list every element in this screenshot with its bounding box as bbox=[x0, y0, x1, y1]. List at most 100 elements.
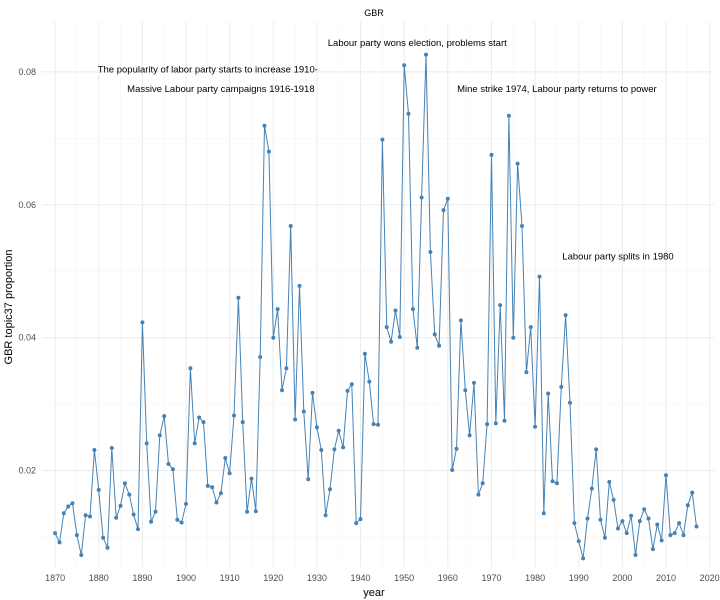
data-point bbox=[310, 390, 315, 395]
data-point bbox=[358, 517, 363, 522]
data-point bbox=[262, 123, 267, 128]
x-tick-label: 1960 bbox=[438, 573, 458, 583]
data-point bbox=[83, 513, 88, 518]
data-point bbox=[424, 52, 428, 57]
y-tick-label: 0.08 bbox=[18, 67, 36, 77]
data-point bbox=[485, 422, 490, 427]
data-point bbox=[502, 418, 507, 423]
data-point bbox=[328, 487, 332, 492]
data-point bbox=[166, 462, 171, 466]
data-point bbox=[537, 274, 542, 279]
data-point bbox=[362, 351, 367, 356]
data-point bbox=[101, 535, 106, 540]
annotation-label: Mine strike 1974, Labour party returns t… bbox=[457, 84, 657, 95]
data-point bbox=[441, 208, 446, 213]
data-point bbox=[406, 111, 411, 116]
data-point bbox=[467, 433, 472, 438]
data-point bbox=[367, 379, 372, 384]
data-point bbox=[149, 519, 154, 524]
data-point bbox=[275, 307, 280, 312]
data-point bbox=[118, 503, 123, 508]
data-point bbox=[454, 446, 459, 451]
data-point bbox=[668, 533, 673, 538]
tick-labels: 1870 1880 1890 1900 1910 1920 1930 1940 1950 1960… bbox=[18, 67, 719, 583]
data-point bbox=[629, 513, 634, 518]
data-point bbox=[533, 424, 538, 429]
data-point bbox=[393, 308, 398, 313]
data-point bbox=[524, 370, 529, 375]
data-point bbox=[332, 447, 337, 452]
data-point bbox=[105, 545, 110, 550]
data-point bbox=[114, 515, 119, 520]
data-point bbox=[681, 533, 686, 538]
data-point bbox=[402, 63, 407, 68]
x-tick-label: 1900 bbox=[176, 573, 196, 583]
annotations: Labour party wons election, problems sta… bbox=[98, 38, 674, 262]
data-point bbox=[232, 413, 236, 418]
data-point bbox=[70, 501, 75, 506]
data-point bbox=[53, 531, 58, 536]
data-point bbox=[397, 335, 402, 339]
y-axis-title: GBR topic37 proportion bbox=[3, 250, 15, 365]
data-point bbox=[74, 533, 79, 538]
data-point bbox=[61, 511, 66, 516]
x-tick-label: 1880 bbox=[89, 573, 109, 583]
data-point bbox=[179, 520, 184, 525]
data-point bbox=[611, 497, 616, 502]
data-point bbox=[506, 113, 511, 118]
series bbox=[53, 52, 699, 561]
data-point bbox=[301, 409, 306, 414]
data-point bbox=[197, 415, 202, 420]
data-point bbox=[192, 441, 197, 446]
data-point bbox=[201, 420, 206, 425]
data-point bbox=[528, 325, 533, 330]
data-point bbox=[659, 538, 664, 543]
data-point bbox=[236, 295, 241, 300]
data-point bbox=[349, 382, 354, 387]
data-point bbox=[284, 366, 289, 371]
data-point bbox=[437, 343, 442, 348]
data-point bbox=[170, 467, 175, 472]
data-point bbox=[223, 456, 228, 460]
series-line bbox=[54, 54, 697, 559]
data-point bbox=[389, 339, 394, 344]
data-point bbox=[57, 540, 62, 545]
data-point bbox=[650, 547, 655, 552]
data-point bbox=[410, 307, 415, 312]
data-point bbox=[79, 553, 84, 557]
data-point bbox=[445, 196, 450, 201]
data-point bbox=[472, 380, 476, 385]
data-point bbox=[620, 519, 625, 524]
y-tick-label: 0.02 bbox=[18, 466, 36, 476]
data-point bbox=[672, 531, 677, 536]
data-point bbox=[188, 366, 193, 371]
data-point bbox=[341, 445, 346, 450]
x-tick-label: 1970 bbox=[481, 573, 501, 583]
data-point bbox=[450, 468, 455, 472]
data-point bbox=[581, 556, 586, 561]
data-point bbox=[493, 421, 498, 426]
data-point bbox=[637, 519, 642, 524]
data-point bbox=[589, 486, 594, 491]
data-point bbox=[520, 224, 524, 228]
data-point bbox=[205, 483, 210, 488]
data-point bbox=[153, 509, 158, 514]
data-point bbox=[253, 509, 258, 514]
data-point bbox=[541, 511, 546, 516]
data-point bbox=[419, 195, 424, 200]
data-point bbox=[92, 448, 97, 452]
data-point bbox=[354, 521, 359, 526]
data-point bbox=[480, 481, 485, 486]
data-point bbox=[127, 492, 132, 497]
data-point bbox=[559, 384, 564, 389]
data-point bbox=[646, 516, 651, 521]
data-point bbox=[109, 446, 114, 450]
x-tick-label: 2010 bbox=[656, 573, 676, 583]
data-point bbox=[144, 441, 149, 446]
x-axis-title: year bbox=[363, 587, 385, 599]
data-point bbox=[162, 414, 167, 419]
data-point bbox=[694, 524, 699, 529]
data-point bbox=[602, 535, 607, 540]
data-point bbox=[240, 420, 245, 425]
